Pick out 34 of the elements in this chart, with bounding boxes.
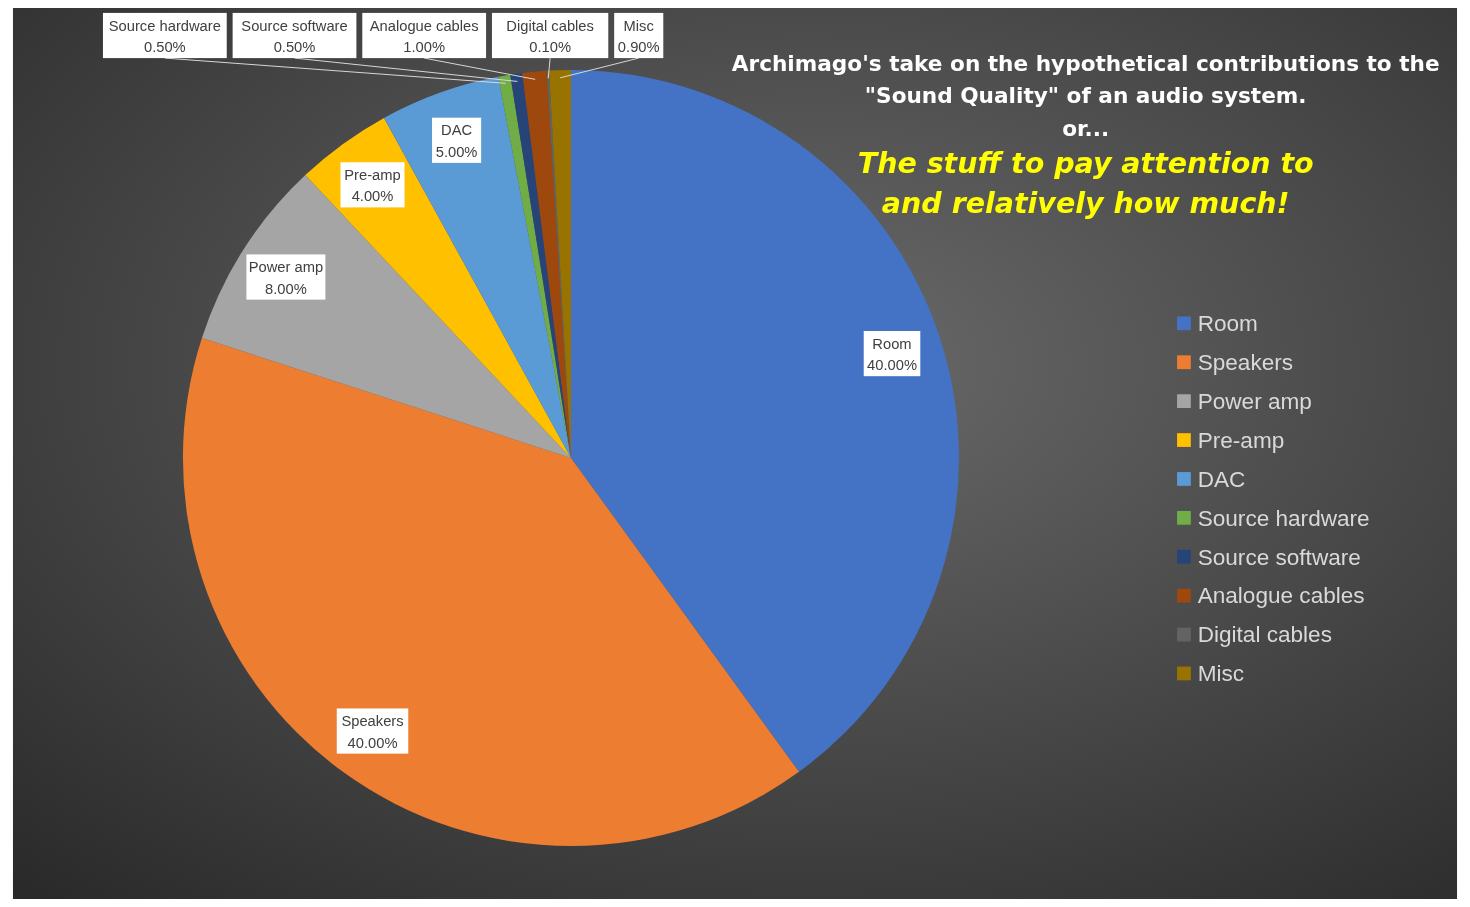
- data-label: 1.00%: [403, 39, 446, 56]
- legend-label: Pre-amp: [1197, 427, 1285, 453]
- data-label: 4.00%: [351, 188, 394, 205]
- text: or...: [1062, 115, 1110, 141]
- legend-label: Digital cables: [1197, 622, 1332, 648]
- slice-label: Source software: [241, 17, 348, 34]
- slice-label: Room: [872, 335, 912, 352]
- text: Archimago's take on the hypothetical contributions to the "Sound Quality" of an audio system.: [731, 50, 1440, 109]
- legend-label: Room: [1197, 311, 1258, 337]
- slice-label: Source hardware: [108, 17, 221, 34]
- data-label: 0.10%: [529, 39, 571, 56]
- legend-label: Misc: [1197, 661, 1245, 687]
- legend-label: Source hardware: [1197, 505, 1370, 531]
- data-label: 0.90%: [617, 39, 660, 56]
- slice-label: Digital cables: [506, 17, 594, 34]
- legend-label: Power amp: [1197, 389, 1312, 414]
- slice-label: DAC: [441, 122, 473, 139]
- slice-label: Analogue cables: [369, 17, 479, 34]
- data-label: 0.50%: [143, 39, 186, 56]
- slice-label: Power amp: [248, 259, 324, 276]
- data-label: 8.00%: [265, 280, 307, 297]
- pie-slice: [183, 338, 800, 846]
- legend-label: DAC: [1197, 466, 1246, 492]
- data-label: 40.00%: [867, 357, 917, 374]
- legend-label: Source software: [1197, 544, 1361, 570]
- data-label: 0.50%: [273, 39, 316, 56]
- text: The stuff to pay attention to and relatively how much!: [857, 147, 1314, 221]
- data-label: 40.00%: [347, 734, 398, 751]
- legend-label: Speakers: [1197, 350, 1294, 376]
- slice-label: Pre-amp: [344, 166, 401, 183]
- slice-label: Speakers: [341, 713, 404, 730]
- legend-label: Analogue cables: [1197, 583, 1365, 609]
- data-label: 5.00%: [435, 143, 478, 160]
- slice-label: Misc: [623, 17, 654, 34]
